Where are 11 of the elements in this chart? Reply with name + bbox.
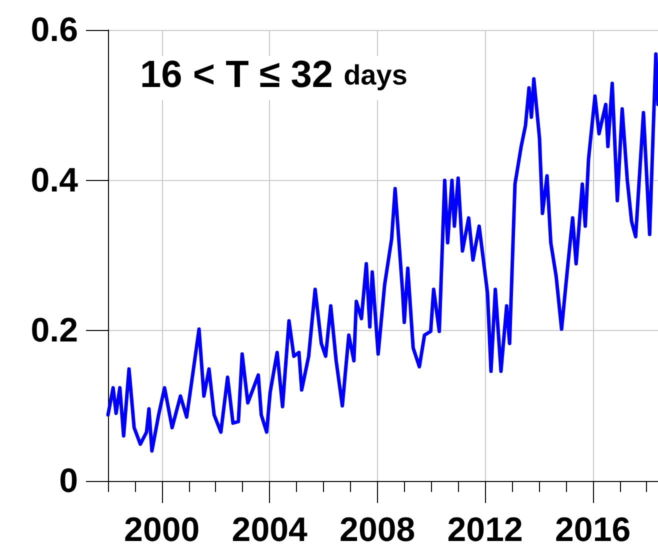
line-series [106, 52, 658, 453]
x-tick-label: 2008 [340, 511, 416, 549]
y-tick-label: 0.4 [30, 161, 78, 200]
y-tick-label: 0.6 [30, 11, 78, 49]
x-tick-label: 2012 [447, 511, 523, 549]
text: 16 < T ≤ 32 days [140, 54, 408, 96]
y-tick-label: 0.2 [30, 312, 78, 350]
x-tick-label: 2000 [124, 511, 200, 549]
x-tick-label: 2004 [232, 511, 308, 549]
y-tick-label: 0 [59, 462, 78, 500]
x-tick-label: 2016 [555, 511, 631, 549]
